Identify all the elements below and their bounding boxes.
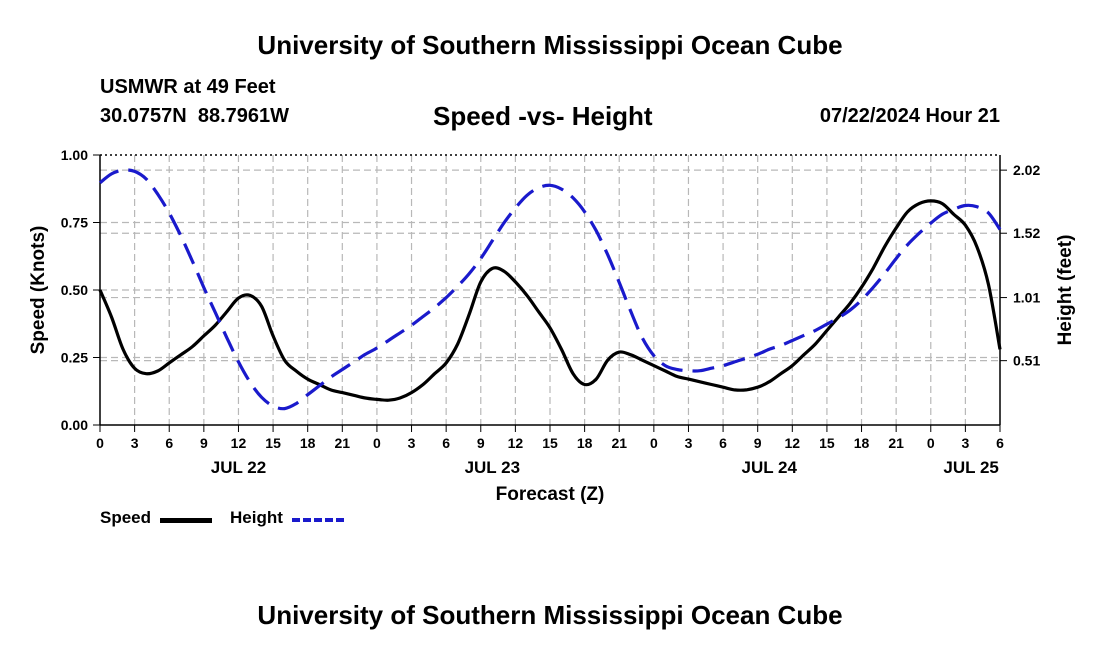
x-axis-title: Forecast (Z) — [496, 484, 605, 505]
x-tick-label: 15 — [265, 435, 281, 451]
date-label: JUL 22 — [211, 458, 266, 477]
x-tick-label: 21 — [335, 435, 351, 451]
x-tick-label: 15 — [542, 435, 558, 451]
x-tick-label: 18 — [854, 435, 870, 451]
x-tick-label: 15 — [819, 435, 835, 451]
x-tick-label: 12 — [231, 435, 247, 451]
height-series-line — [98, 168, 1002, 411]
x-tick-label: 21 — [611, 435, 627, 451]
legend: Speed Height — [100, 508, 360, 532]
y2-tick-label: 2.02 — [1013, 162, 1040, 178]
y-tick-label: 0.75 — [61, 215, 88, 231]
y2-axis-title: Height (feet) — [1055, 235, 1076, 346]
legend-height-label: Height — [230, 508, 283, 527]
x-tick-label: 12 — [785, 435, 801, 451]
x-tick-label: 0 — [373, 435, 381, 451]
y-tick-label: 0.00 — [61, 417, 88, 433]
y-tick-label: 0.25 — [61, 350, 88, 366]
date-label: JUL 24 — [742, 458, 798, 477]
x-tick-label: 12 — [508, 435, 524, 451]
forecast-datetime: 07/22/2024 Hour 21 — [819, 105, 1000, 127]
date-label: JUL 23 — [465, 458, 520, 477]
page-title-bottom: University of Southern Mississippi Ocean… — [257, 600, 843, 630]
y2-tick-label: 1.01 — [1013, 290, 1040, 306]
x-tick-label: 9 — [754, 435, 762, 451]
y2-tick-label: 1.52 — [1013, 225, 1040, 241]
chart-subtitle: Speed -vs- Height — [433, 101, 653, 131]
legend-speed-swatch — [160, 518, 212, 523]
x-tick-label: 3 — [408, 435, 416, 451]
station-label: USMWR at 49 Feet — [100, 76, 276, 98]
x-tick-label: 3 — [131, 435, 139, 451]
date-label: JUL 25 — [943, 458, 998, 477]
legend-speed-label: Speed — [100, 508, 152, 527]
x-tick-label: 18 — [577, 435, 593, 451]
x-tick-label: 9 — [477, 435, 485, 451]
legend-height-swatch — [292, 518, 344, 522]
y-tick-label: 1.00 — [61, 147, 88, 163]
x-tick-label: 0 — [650, 435, 658, 451]
y2-tick-label: 0.51 — [1013, 353, 1040, 369]
x-tick-label: 18 — [300, 435, 316, 451]
x-tick-label: 6 — [996, 435, 1004, 451]
station-coordinates: 30.0757N 88.7961W — [100, 105, 290, 127]
x-tick-label: 0 — [927, 435, 935, 451]
page-title-top: University of Southern Mississippi Ocean… — [257, 30, 843, 60]
x-tick-label: 0 — [96, 435, 104, 451]
y-axis-title: Speed (Knots) — [28, 226, 49, 355]
x-tick-label: 6 — [165, 435, 173, 451]
x-tick-label: 3 — [685, 435, 693, 451]
x-tick-label: 6 — [719, 435, 727, 451]
x-tick-label: 21 — [888, 435, 904, 451]
x-tick-label: 9 — [200, 435, 208, 451]
speed-height-chart: 0 3 6 9 12 15 18 21 0 3 6 9 12 15 18 21 0 3 6 9 12 15 18 21 0 3 6 0… — [28, 147, 1076, 505]
x-tick-label: 3 — [961, 435, 969, 451]
y-tick-label: 0.50 — [61, 282, 88, 298]
speed-series-line — [98, 199, 1002, 402]
x-tick-label: 6 — [442, 435, 450, 451]
